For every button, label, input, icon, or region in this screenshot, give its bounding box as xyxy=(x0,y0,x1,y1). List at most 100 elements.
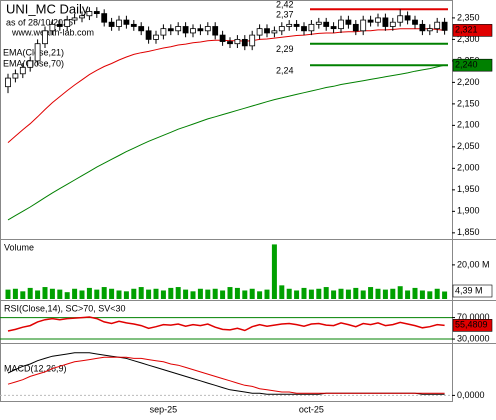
candle-body xyxy=(241,38,248,47)
candle-body xyxy=(441,21,448,31)
candle-body xyxy=(375,17,381,23)
candle-body xyxy=(93,11,100,15)
candle-body xyxy=(271,30,278,34)
plot-frame xyxy=(0,0,453,402)
bar xyxy=(57,289,63,299)
candle-body xyxy=(434,21,441,30)
bar xyxy=(153,288,159,299)
candle-body xyxy=(404,15,411,21)
bar xyxy=(419,290,425,299)
candle-body xyxy=(389,21,396,27)
series-line xyxy=(7,64,445,221)
bar xyxy=(168,287,174,299)
bar xyxy=(138,287,144,299)
bar xyxy=(212,288,218,299)
value-box xyxy=(452,319,493,332)
candle-body xyxy=(86,11,93,17)
bar xyxy=(249,288,255,299)
candle-body xyxy=(419,23,426,32)
y-tick-label: 70,0000 xyxy=(457,312,490,322)
candle-body xyxy=(264,28,270,34)
bar xyxy=(375,288,381,299)
candle-body xyxy=(412,19,418,25)
bar xyxy=(434,288,440,299)
candle-body xyxy=(42,30,48,45)
candle-body xyxy=(79,15,85,19)
bar xyxy=(49,288,55,299)
candle-body xyxy=(360,19,367,32)
y-tick-label: 2,300 xyxy=(457,34,480,44)
candle-body xyxy=(56,23,63,27)
candle-body xyxy=(397,15,404,23)
bar xyxy=(345,289,351,299)
x-tick-label: sep-25 xyxy=(150,404,178,414)
candle-body xyxy=(278,26,285,32)
candle-body xyxy=(182,26,189,34)
series-line xyxy=(7,316,445,332)
bar xyxy=(35,290,41,299)
candle-body xyxy=(293,23,300,27)
y-tick-label: 1,850 xyxy=(457,227,480,237)
candle-body xyxy=(345,19,352,25)
level-label: 2,42 xyxy=(276,0,294,9)
legend-entry: EMA(Close,70) xyxy=(3,58,64,68)
candle-body xyxy=(330,26,337,30)
candle-body xyxy=(153,34,159,40)
value-box-label: 4,39 M xyxy=(455,285,483,295)
level-label: 2,24 xyxy=(276,66,294,76)
candle-body xyxy=(426,28,433,32)
candle-body xyxy=(190,28,196,34)
y-tick-label: 2,050 xyxy=(457,141,480,151)
panel-title: RSI(Close,14), SC>70, SV<30 xyxy=(4,303,126,313)
bar xyxy=(427,291,433,299)
candle-body xyxy=(12,73,19,79)
bar xyxy=(257,291,263,299)
bar xyxy=(368,287,374,299)
candle-body xyxy=(234,38,241,45)
bar xyxy=(27,287,33,299)
chart-subtitle: as of 28/10/2025 xyxy=(6,17,73,27)
bar xyxy=(12,288,18,299)
bar xyxy=(323,287,329,299)
candle-body xyxy=(308,23,315,32)
value-box-label: 55,4809 xyxy=(455,320,488,330)
bar xyxy=(197,288,203,299)
candle-body xyxy=(101,13,108,23)
value-box-label: 2,321 xyxy=(455,25,478,35)
candle-body xyxy=(367,19,374,23)
y-tick-label: 20,00 M xyxy=(457,259,490,269)
series-line xyxy=(7,356,445,394)
bar xyxy=(146,289,152,299)
candle-body xyxy=(167,28,174,32)
bar xyxy=(338,288,344,299)
bar xyxy=(382,289,388,299)
bar xyxy=(86,287,92,299)
bar xyxy=(264,289,270,299)
candle-body xyxy=(352,23,359,32)
bar xyxy=(271,244,277,299)
value-box xyxy=(452,24,493,37)
candle-body xyxy=(123,19,130,25)
level-label: 2,37 xyxy=(276,10,294,20)
bar xyxy=(101,287,107,299)
value-box-label: 2,240 xyxy=(455,60,478,70)
candle-body xyxy=(71,17,78,21)
bar xyxy=(220,290,226,299)
bar xyxy=(294,290,300,299)
candle-body xyxy=(138,26,145,32)
candle-body xyxy=(49,23,56,32)
candle-body xyxy=(108,21,115,27)
candle-body xyxy=(323,21,330,27)
bar xyxy=(242,290,248,299)
candle-body xyxy=(338,19,344,30)
y-tick-label: 2,150 xyxy=(457,98,480,108)
bar xyxy=(175,287,181,299)
bar xyxy=(397,286,403,299)
bar xyxy=(331,290,337,299)
x-tick-label: oct-25 xyxy=(299,404,324,414)
candle-body xyxy=(382,17,389,27)
bar xyxy=(353,287,359,299)
bar xyxy=(123,291,129,299)
value-box xyxy=(452,58,493,72)
y-tick-label: 0,0000 xyxy=(457,390,485,400)
